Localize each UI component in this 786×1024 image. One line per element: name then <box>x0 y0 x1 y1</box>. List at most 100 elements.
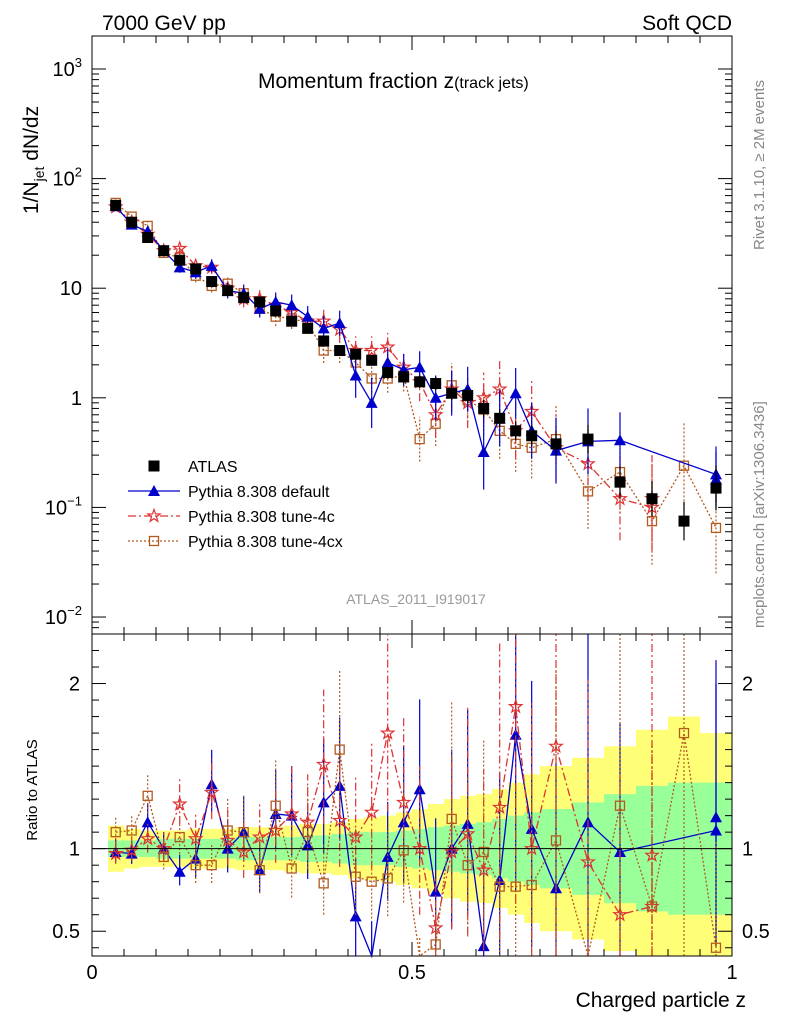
atlas-point <box>646 493 658 505</box>
default-point <box>205 259 218 271</box>
atlas-point <box>366 354 378 366</box>
atlas-point <box>582 433 594 445</box>
tune4cx-ratio-line <box>115 732 717 958</box>
legend-entry-default: Pythia 8.308 default <box>128 484 330 501</box>
atlas-point <box>270 305 282 317</box>
tune4cx-ratio-point <box>710 942 722 953</box>
tune4cx-ratio-point <box>510 881 521 892</box>
atlas-point <box>414 376 426 388</box>
tune4cx-ratio-point <box>126 825 137 836</box>
tune4c-ratio-point <box>299 813 316 829</box>
legend-label: Pythia 8.308 default <box>188 484 330 501</box>
tune4c-ratio-point <box>155 840 172 856</box>
atlas-point <box>550 438 562 450</box>
header-left: 7000 GeV pp <box>102 12 226 35</box>
tune4cx-ratio-point <box>158 851 169 863</box>
tune4cx-ratio-point <box>318 878 329 889</box>
ratio-y-tick-label-right: 0.5 <box>742 921 770 943</box>
atlas-point <box>494 412 506 424</box>
main-title: Momentum fraction z(track jets) <box>258 70 529 93</box>
atlas-point <box>110 199 122 211</box>
tune4c-ratio-point <box>507 698 524 714</box>
main-y-tick-label: 103 <box>53 55 82 81</box>
tune4cx-point <box>710 522 722 534</box>
default-ratio-point <box>509 728 522 740</box>
tune4cx-point <box>678 460 690 471</box>
tune4c-ratio-point <box>235 843 252 859</box>
tune4cx-ratio-point <box>678 727 690 739</box>
tune4c-point <box>171 240 188 256</box>
default-ratio-point <box>253 864 266 876</box>
legend-label: Pythia 8.308 tune-4c <box>188 509 335 526</box>
default-point <box>269 295 282 307</box>
atlas-point <box>614 476 626 488</box>
tune4c-ratio-point <box>644 846 660 862</box>
tune4cx-ratio-point <box>478 846 489 858</box>
default-point <box>333 317 346 329</box>
default-ratio-point <box>173 865 186 877</box>
legend-label: ATLAS <box>188 459 238 476</box>
tune4c-ratio-point <box>107 845 124 861</box>
ratio-y-tick-label-right: 1 <box>742 839 753 861</box>
tune4cx-ratio-point <box>398 845 409 856</box>
tune4cx-ratio-point <box>462 860 473 871</box>
tune4c-point <box>363 342 380 358</box>
tune4cx-ratio-point <box>286 863 297 874</box>
tune4cx-ratio-point <box>446 813 457 825</box>
legend-marker <box>148 485 160 496</box>
default-ratio-point <box>141 816 154 828</box>
tune4c-point <box>612 490 628 506</box>
main-y-tick-label: 10−2 <box>45 603 82 629</box>
atlas-point <box>206 276 218 288</box>
main-series <box>107 197 722 574</box>
analysis-id: ATLAS_2011_I919017 <box>346 591 486 607</box>
tune4cx-ratio-point <box>382 873 393 884</box>
default-ratio-point <box>710 811 722 823</box>
tune4c-ratio-point <box>203 784 220 800</box>
tune4c-ratio-point <box>283 805 300 821</box>
ratio-y-tick-label-right: 2 <box>742 674 753 696</box>
default-ratio-point <box>525 822 538 834</box>
atlas-point <box>526 430 538 442</box>
default-point <box>429 391 442 403</box>
default-point <box>413 361 426 373</box>
default-point <box>253 302 266 314</box>
default-point <box>349 369 362 381</box>
default-point <box>365 396 378 408</box>
default-point <box>173 261 186 273</box>
ratio-series <box>107 634 722 959</box>
tune4c-ratio-point <box>363 803 380 820</box>
default-point <box>317 322 330 334</box>
default-ratio-point <box>710 824 722 836</box>
legend-entry-tune4c: Pythia 8.308 tune-4c <box>128 507 335 526</box>
ratio-y-ticks: 0.5 0.5 1 1 2 2 <box>52 650 770 949</box>
atlas-point <box>478 402 490 414</box>
ratio-series-tune4cx <box>110 634 722 958</box>
tune4c-ratio-point <box>171 795 188 811</box>
atlas-point <box>350 348 362 360</box>
default-line <box>115 205 717 480</box>
default-point <box>614 434 626 446</box>
legend-entry-tune4cx: Pythia 8.308 tune-4cx <box>128 534 343 551</box>
tune4cx-ratio-point <box>302 827 313 838</box>
tune4cx-ratio-point <box>110 827 121 838</box>
main-y-tick-label: 10−1 <box>45 493 82 519</box>
tune4c-ratio-point <box>548 737 564 753</box>
atlas-point <box>318 335 330 347</box>
atlas-point <box>710 482 722 494</box>
tune4c-ratio-point <box>251 828 268 844</box>
ratio-y-tick-label-left: 1 <box>69 839 80 861</box>
side-label-lower: mcplots.cern.ch [arXiv:1306.3436] <box>751 401 768 628</box>
default-point <box>301 310 314 322</box>
atlas-point <box>126 216 138 228</box>
tune4cx-ratio-point <box>646 901 658 912</box>
atlas-point <box>222 285 234 297</box>
ratio-y-tick-label-left: 0.5 <box>52 921 80 943</box>
tune4c-ratio-point <box>580 853 596 869</box>
tune4cx-ratio-point <box>190 860 201 871</box>
main-y-tick-label: 102 <box>53 165 82 191</box>
default-point <box>285 299 298 311</box>
x-tick-label: 0.5 <box>398 962 426 984</box>
tune4c-ratio-point <box>411 840 428 856</box>
